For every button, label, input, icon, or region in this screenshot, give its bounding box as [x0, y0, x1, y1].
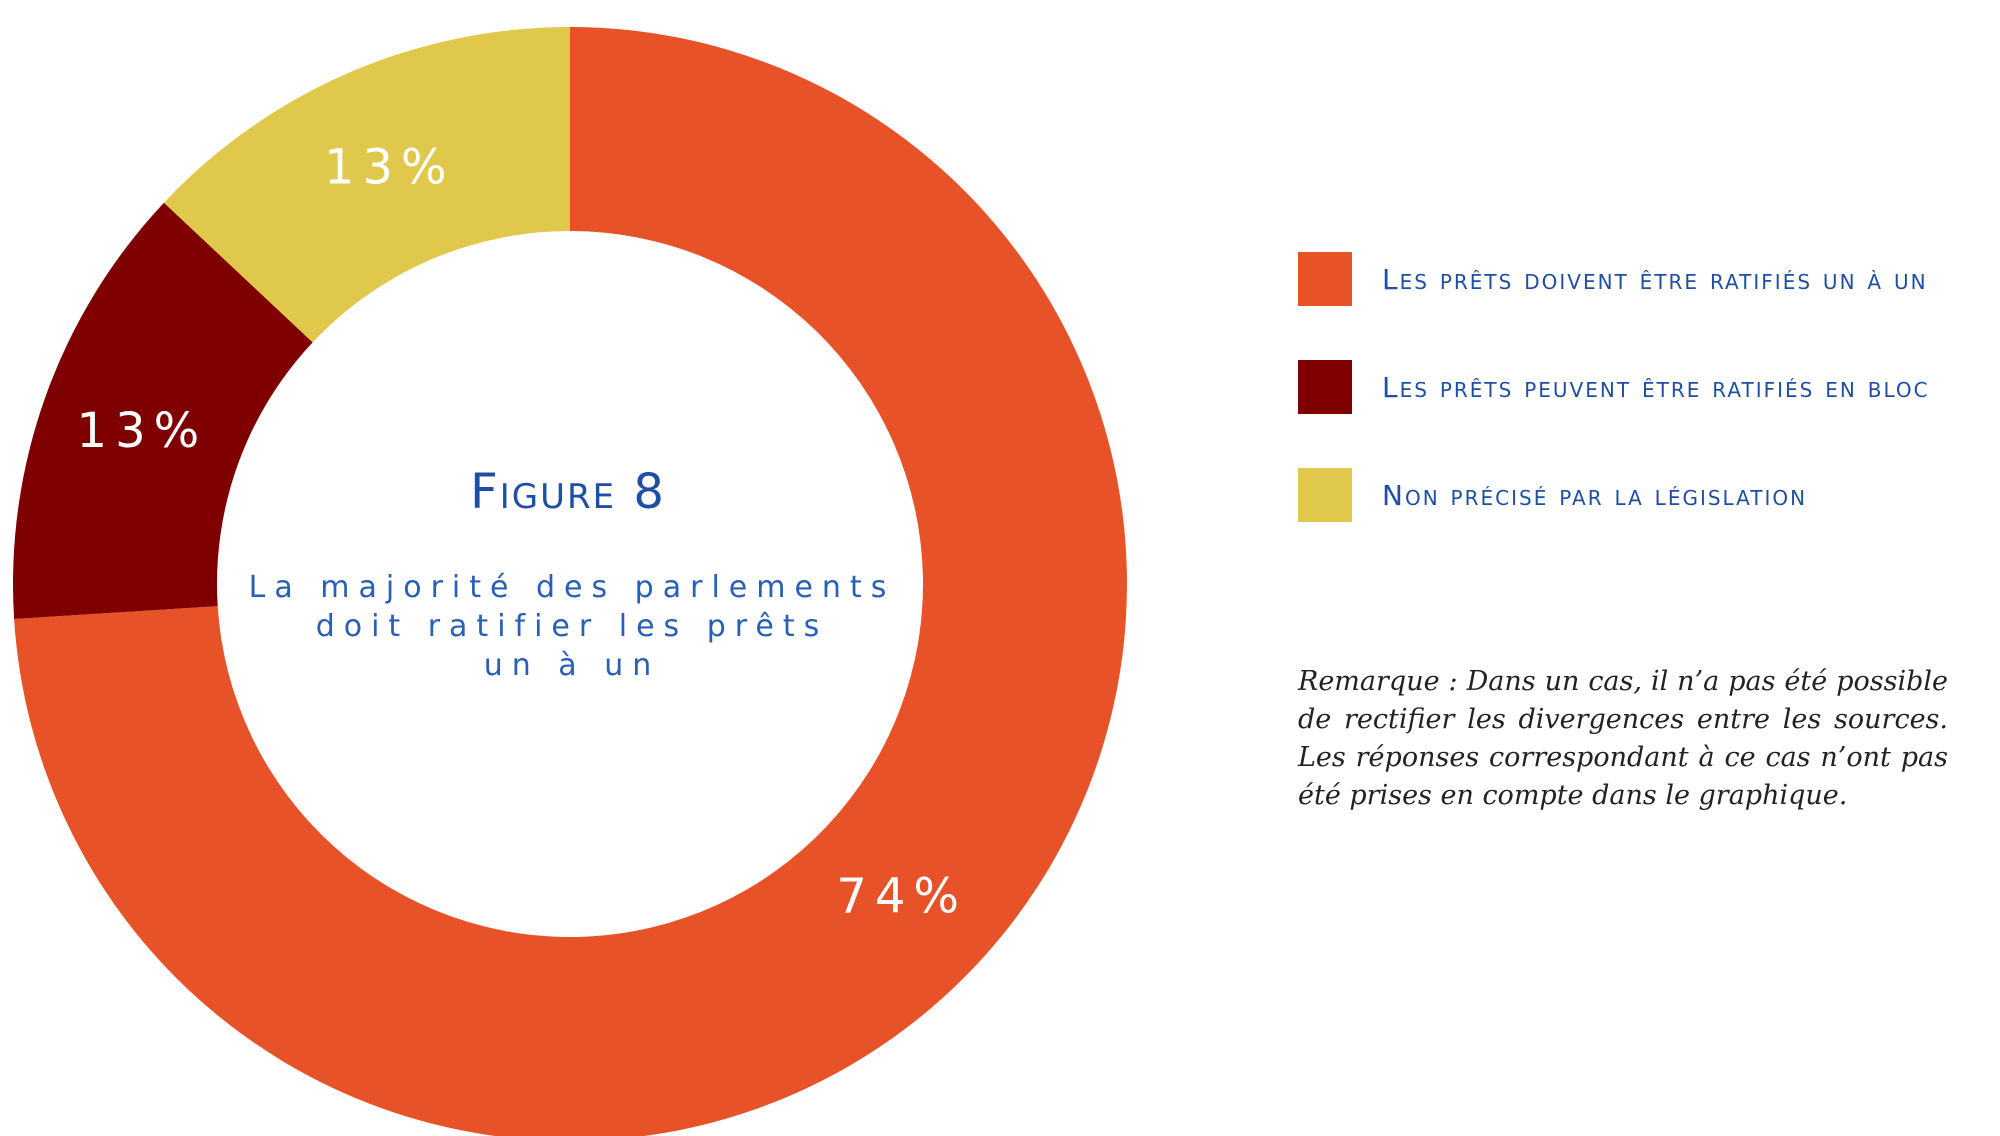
- slice-label-un-a-un: 74%: [836, 868, 967, 924]
- donut-slice-non-precise: [163, 27, 570, 343]
- legend-swatch-un-a-un: [1298, 252, 1352, 306]
- slice-label-en-bloc: 13%: [77, 403, 208, 459]
- legend-label-en-bloc: Les prêts peuvent être ratifiés en bloc: [1382, 370, 1930, 404]
- figure-subtitle-line-3: un à un: [484, 648, 661, 683]
- donut-slices: [12, 27, 1127, 1136]
- slice-label-non-precise: 13%: [324, 139, 455, 195]
- legend-item-non-precise: Non précisé par la législation: [1298, 468, 1988, 522]
- legend-swatch-non-precise: [1298, 468, 1352, 522]
- figure-subtitle-line-1: La majorité des parlements: [249, 570, 896, 605]
- legend-item-en-bloc: Les prêts peuvent être ratifiés en bloc: [1298, 360, 1988, 414]
- donut-slice-un-a-un: [14, 27, 1127, 1136]
- legend-label-non-precise: Non précisé par la législation: [1382, 478, 1808, 512]
- chart-legend: Les prêts doivent être ratifiés un à un …: [1298, 252, 1988, 576]
- chart-note: Remarque : Dans un cas, il n’a pas été p…: [1298, 666, 1948, 811]
- legend-item-un-a-un: Les prêts doivent être ratifiés un à un: [1298, 252, 1988, 306]
- figure-title: Figure 8: [470, 464, 666, 520]
- donut-slice-en-bloc: [12, 202, 313, 619]
- legend-label-un-a-un: Les prêts doivent être ratifiés un à un: [1382, 262, 1928, 296]
- figure-subtitle-line-2: doit ratifier les prêts: [316, 609, 829, 644]
- slice-labels: 74% 13% 13%: [77, 139, 967, 924]
- legend-swatch-en-bloc: [1298, 360, 1352, 414]
